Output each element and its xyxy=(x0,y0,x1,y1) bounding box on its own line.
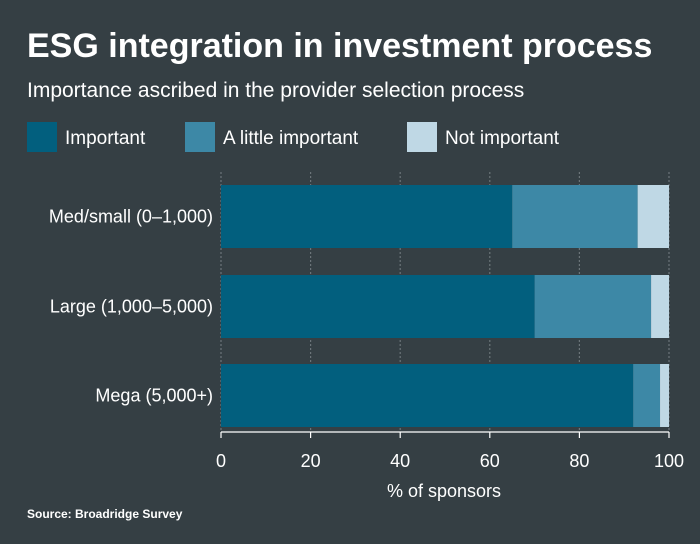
bar-2-1 xyxy=(633,364,661,427)
x-axis: 0 20 40 60 80 100 xyxy=(216,431,684,471)
category-labels: Med/small (0–1,000) Large (1,000–5,000) Me… xyxy=(49,207,213,406)
legend-swatch-0 xyxy=(27,122,57,152)
category-label-0: Med/small (0–1,000) xyxy=(49,207,213,227)
source-note: Source: Broadridge Survey xyxy=(27,507,183,521)
x-axis-label: % of sponsors xyxy=(387,481,501,501)
legend-label-1: A little important xyxy=(223,128,359,149)
x-tick-label-3: 60 xyxy=(480,451,500,471)
bar-0-0 xyxy=(221,185,513,248)
bar-0-1 xyxy=(512,185,638,248)
bars xyxy=(221,185,669,427)
x-tick-label-2: 40 xyxy=(390,451,410,471)
x-tick-label-5: 100 xyxy=(654,451,684,471)
legend: Important A little important Not important xyxy=(27,122,560,152)
x-tick-label-4: 80 xyxy=(569,451,589,471)
bar-2-0 xyxy=(221,364,634,427)
bar-1-1 xyxy=(534,275,652,338)
bar-2-2 xyxy=(660,364,669,427)
legend-label-2: Not important xyxy=(445,128,560,149)
category-label-2: Mega (5,000+) xyxy=(95,386,213,406)
chart-subtitle: Importance ascribed in the provider sele… xyxy=(27,79,524,102)
x-tick-label-0: 0 xyxy=(216,451,226,471)
legend-label-0: Important xyxy=(65,128,146,149)
bar-1-0 xyxy=(221,275,535,338)
x-tick-label-1: 20 xyxy=(301,451,321,471)
bar-1-2 xyxy=(651,275,669,338)
chart-title: ESG integration in investment process xyxy=(27,27,652,65)
legend-swatch-1 xyxy=(185,122,215,152)
legend-swatch-2 xyxy=(407,122,437,152)
bar-0-2 xyxy=(637,185,669,248)
category-label-1: Large (1,000–5,000) xyxy=(50,297,213,317)
